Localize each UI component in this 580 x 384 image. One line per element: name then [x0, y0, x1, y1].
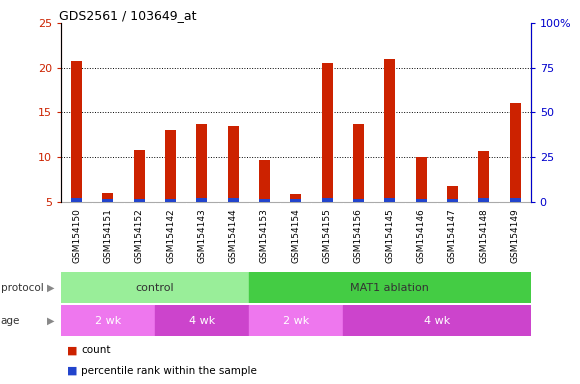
Text: GSM154156: GSM154156	[354, 209, 363, 263]
Bar	[228, 126, 238, 202]
Text: count: count	[81, 345, 111, 355]
Text: 2 wk: 2 wk	[282, 316, 309, 326]
Bar	[447, 199, 458, 202]
Text: GSM154145: GSM154145	[385, 209, 394, 263]
Bar	[353, 124, 364, 202]
Bar	[259, 199, 270, 202]
Bar	[322, 199, 332, 202]
Bar	[322, 63, 332, 202]
Text: GSM154149: GSM154149	[510, 209, 520, 263]
Text: GSM154155: GSM154155	[322, 209, 332, 263]
Text: GSM154142: GSM154142	[166, 209, 175, 263]
Text: control: control	[136, 283, 174, 293]
Text: GSM154151: GSM154151	[103, 209, 113, 263]
Text: age: age	[1, 316, 20, 326]
Bar	[197, 199, 207, 202]
Text: ■: ■	[67, 366, 77, 376]
Text: GSM154154: GSM154154	[291, 209, 300, 263]
Bar	[61, 305, 155, 336]
Text: MAT1 ablation: MAT1 ablation	[350, 283, 429, 293]
Bar	[385, 199, 395, 202]
Text: GSM154147: GSM154147	[448, 209, 457, 263]
Bar	[197, 124, 207, 202]
Bar	[510, 103, 520, 202]
Text: ▶: ▶	[47, 316, 54, 326]
Bar	[291, 194, 301, 202]
Bar	[165, 199, 176, 202]
Bar	[447, 186, 458, 202]
Bar	[249, 272, 531, 303]
Text: GSM154143: GSM154143	[197, 209, 206, 263]
Text: protocol: protocol	[1, 283, 43, 293]
Text: GSM154146: GSM154146	[416, 209, 426, 263]
Text: percentile rank within the sample: percentile rank within the sample	[81, 366, 257, 376]
Bar	[478, 151, 489, 202]
Bar	[343, 305, 531, 336]
Bar	[291, 199, 301, 202]
Bar	[228, 199, 238, 202]
Bar	[71, 61, 82, 202]
Bar	[385, 59, 395, 202]
Bar	[134, 199, 144, 202]
Bar	[71, 199, 82, 202]
Bar	[353, 199, 364, 202]
Bar	[103, 199, 113, 202]
Bar	[155, 305, 249, 336]
Text: 4 wk: 4 wk	[423, 316, 450, 326]
Text: GSM154150: GSM154150	[72, 209, 81, 263]
Text: 2 wk: 2 wk	[95, 316, 121, 326]
Text: GSM154144: GSM154144	[229, 209, 238, 263]
Bar	[416, 157, 426, 202]
Bar	[134, 150, 144, 202]
Bar	[478, 199, 489, 202]
Bar	[165, 130, 176, 202]
Text: 4 wk: 4 wk	[188, 316, 215, 326]
Text: GSM154153: GSM154153	[260, 209, 269, 263]
Bar	[416, 199, 426, 202]
Text: GSM154148: GSM154148	[479, 209, 488, 263]
Bar	[249, 305, 343, 336]
Text: GDS2561 / 103649_at: GDS2561 / 103649_at	[59, 9, 196, 22]
Text: GSM154152: GSM154152	[135, 209, 144, 263]
Text: ■: ■	[67, 345, 77, 355]
Text: ▶: ▶	[47, 283, 54, 293]
Bar	[259, 160, 270, 202]
Bar	[61, 272, 249, 303]
Bar	[510, 199, 520, 202]
Bar	[103, 193, 113, 202]
